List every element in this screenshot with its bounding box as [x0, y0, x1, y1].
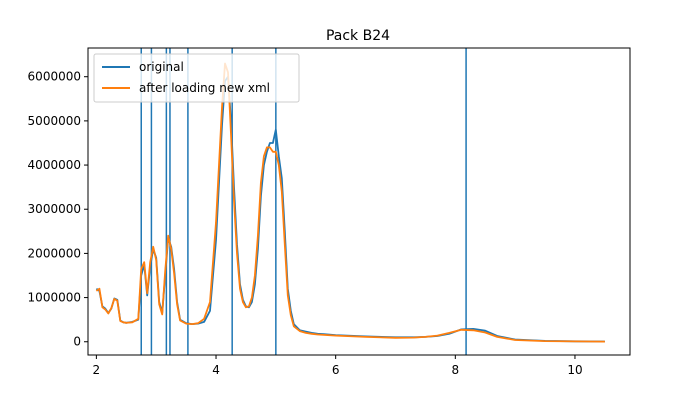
x-tick-label-1: 4	[212, 363, 220, 377]
series-line-original	[95, 75, 605, 343]
x-tick-label-2: 6	[332, 363, 340, 377]
x-tick-label-4: 10	[567, 363, 582, 377]
series-layer	[95, 62, 605, 343]
x-tick-label-0: 2	[93, 363, 101, 377]
legend-label-after-loading: after loading new xml	[139, 81, 270, 95]
y-axis: 0 1000000 2000000 3000000 4000000 5000000 6000…	[28, 70, 88, 349]
x-axis: 2 4 6 8 10	[93, 355, 583, 377]
y-tick-label-6: 6000000	[28, 70, 81, 84]
plot-frame	[87, 47, 631, 356]
legend-label-original: original	[139, 60, 184, 74]
y-tick-label-5: 5000000	[28, 114, 81, 128]
legend-box	[93, 53, 300, 103]
series-line-after-loading	[95, 62, 605, 343]
legend: original after loading new xml	[93, 53, 300, 103]
y-tick-label-1: 1000000	[28, 291, 81, 305]
chart-title: Pack B24	[326, 28, 390, 44]
y-tick-label-3: 3000000	[28, 202, 81, 216]
x-tick-label-3: 8	[451, 363, 459, 377]
y-tick-label-4: 4000000	[28, 158, 81, 172]
y-tick-label-0: 0	[73, 335, 81, 349]
y-tick-label-2: 2000000	[28, 246, 81, 260]
